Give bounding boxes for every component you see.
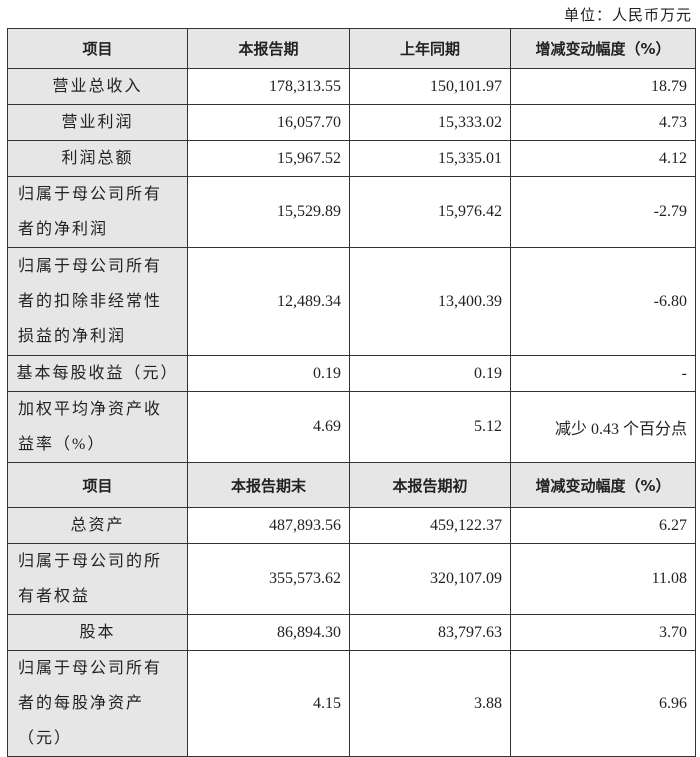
current-value: 487,893.56 [187, 507, 350, 544]
prior-value: 459,122.37 [349, 507, 511, 544]
row-label: 加权平均净资产收益率（%） [7, 391, 188, 463]
table-row: 基本每股收益（元） 0.19 0.19- [7, 355, 696, 392]
prior-value: 13,400.39 [349, 247, 511, 356]
change-value: 11.08 [510, 543, 696, 615]
prior-value: 320,107.09 [349, 543, 511, 615]
current-value: 15,529.89 [187, 176, 350, 248]
column-header: 项目 [7, 28, 188, 69]
change-value: 4.73 [510, 104, 696, 141]
table-row: 归属于母公司所有者的净利润 15,529.89 15,976.42 -2.79 [7, 176, 696, 248]
prior-value: 150,101.97 [349, 68, 511, 105]
change-value: -2.79 [510, 176, 696, 248]
change-value: -6.80 [510, 247, 696, 356]
table-row: 归属于母公司所有者的每股净资产（元） 4.15 3.88 6.96 [7, 650, 696, 757]
change-value: 18.79 [510, 68, 696, 105]
prior-value: 15,333.02 [349, 104, 511, 141]
row-label: 营业利润 [7, 104, 188, 141]
column-header: 增减变动幅度（%） [510, 462, 696, 508]
current-value: 15,967.52 [187, 140, 350, 177]
prior-value: 5.12 [349, 391, 511, 463]
financial-table: 项目 本报告期 上年同期 增减变动幅度（%） 营业总收入 178,313.55 150,10… [7, 28, 696, 757]
table-row: 归属于母公司所有者的扣除非经常性损益的净利润 12,489.34 13,400.39… [7, 247, 696, 356]
table1-header-row: 项目 本报告期 上年同期 增减变动幅度（%） [7, 28, 696, 69]
row-label: 股本 [7, 614, 188, 651]
current-value: 355,573.62 [187, 543, 350, 615]
row-label: 总资产 [7, 507, 188, 544]
row-label: 归属于母公司所有者的净利润 [7, 176, 188, 248]
unit-label: 单位：人民币万元 [563, 8, 692, 24]
row-label: 归属于母公司的所有者权益 [7, 543, 188, 615]
table-row: 股本 86,894.30 83,797.63 3.70 [7, 614, 696, 651]
current-value: 0.19 [187, 355, 350, 392]
current-value: 12,489.34 [187, 247, 350, 356]
column-header: 项目 [7, 462, 188, 508]
row-label: 归属于母公司所有者的每股净资产（元） [7, 650, 188, 757]
current-value: 86,894.30 [187, 614, 350, 651]
column-header: 本报告期初 [349, 462, 511, 508]
prior-value: 15,976.42 [349, 176, 511, 248]
row-label: 归属于母公司所有者的扣除非经常性损益的净利润 [7, 247, 188, 356]
change-value: 6.27 [510, 507, 696, 544]
row-label: 利润总额 [7, 140, 188, 177]
prior-value: 3.88 [349, 650, 511, 757]
table-row: 加权平均净资产收益率（%） 4.69 5.12 减少 0.43 个百分点 [7, 391, 696, 463]
column-header: 本报告期 [187, 28, 350, 69]
current-value: 4.15 [187, 650, 350, 757]
column-header: 本报告期末 [187, 462, 350, 508]
current-value: 178,313.55 [187, 68, 350, 105]
prior-value: 0.19 [349, 355, 511, 392]
table-row: 利润总额 15,967.52 15,335.01 4.12 [7, 140, 696, 177]
table2-header-row: 项目 本报告期末 本报告期初 增减变动幅度（%） [7, 462, 696, 508]
row-label: 基本每股收益（元） [7, 355, 188, 392]
column-header: 上年同期 [349, 28, 511, 69]
current-value: 16,057.70 [187, 104, 350, 141]
current-value: 4.69 [187, 391, 350, 463]
prior-value: 83,797.63 [349, 614, 511, 651]
change-value: 3.70 [510, 614, 696, 651]
prior-value: 15,335.01 [349, 140, 511, 177]
row-label: 营业总收入 [7, 68, 188, 105]
change-value: 减少 0.43 个百分点 [510, 391, 696, 463]
column-header: 增减变动幅度（%） [510, 28, 696, 69]
table-row: 营业总收入 178,313.55 150,101.97 18.79 [7, 68, 696, 105]
table-row: 归属于母公司的所有者权益 355,573.62 320,107.09 11.08 [7, 543, 696, 615]
change-value: 4.12 [510, 140, 696, 177]
table-row: 营业利润 16,057.70 15,333.02 4.73 [7, 104, 696, 141]
change-value: 6.96 [510, 650, 696, 757]
table-row: 总资产 487,893.56 459,122.37 6.27 [7, 507, 696, 544]
change-value: - [510, 355, 696, 392]
